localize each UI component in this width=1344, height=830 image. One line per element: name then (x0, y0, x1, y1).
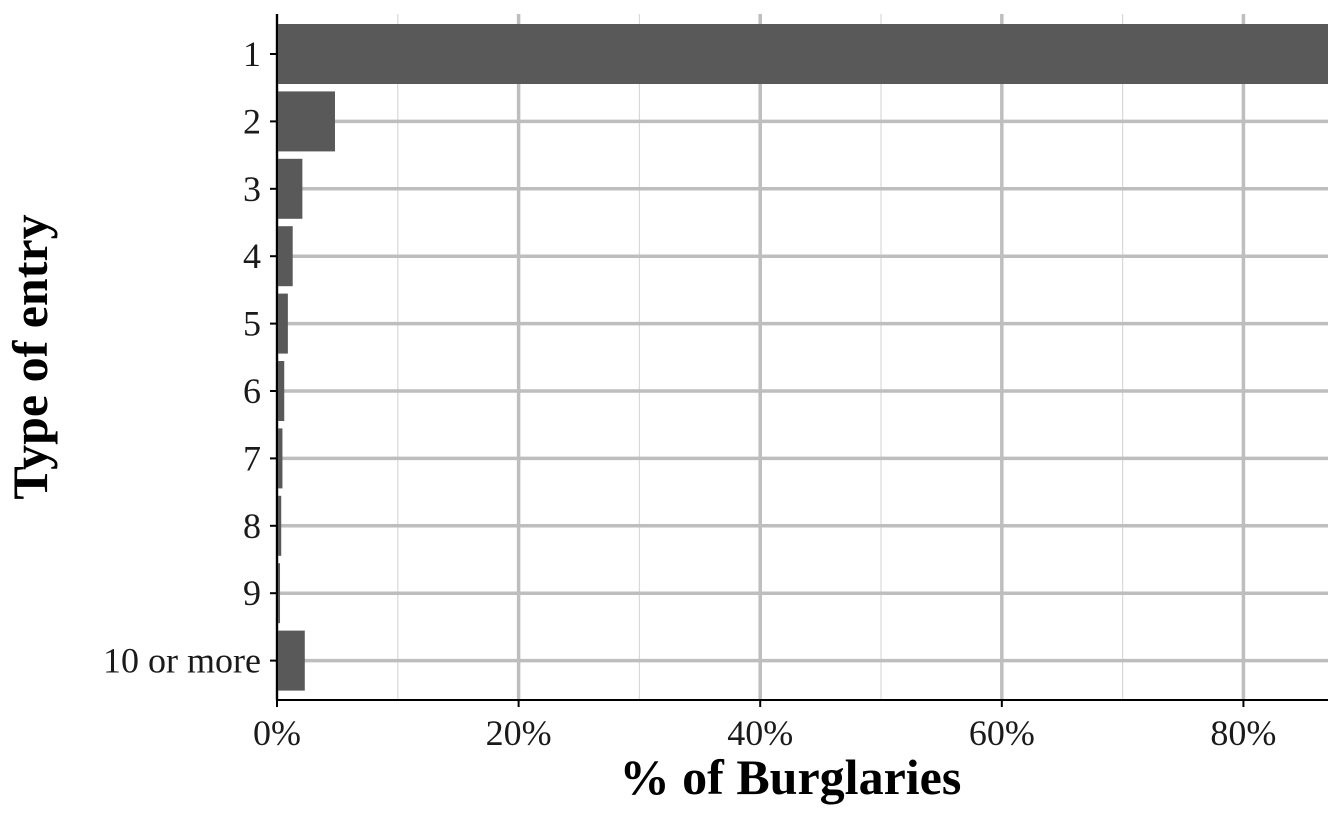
y-tick-label: 3 (243, 169, 261, 209)
y-axis-ticks: 1 2 3 4 5 6 7 8 9 10 or more (103, 34, 277, 681)
y-tick-label: 1 (243, 34, 261, 74)
y-tick-label: 6 (243, 371, 261, 411)
x-tick-label: 0% (253, 713, 301, 753)
y-tick-label: 5 (243, 304, 261, 344)
y-tick-label: 4 (243, 236, 261, 276)
major-gridlines (275, 14, 1328, 700)
y-axis-title: Type of entry (2, 214, 58, 499)
bar-6 (277, 361, 285, 421)
bar-2 (277, 91, 335, 152)
y-tick-label: 7 (243, 438, 261, 478)
x-axis-ticks: 0% 20% 40% 60% 80% (253, 700, 1276, 753)
x-tick-label: 60% (969, 713, 1035, 753)
bar-10-or-more (277, 630, 305, 691)
bar-8 (277, 495, 282, 556)
y-tick-label: 10 or more (103, 641, 261, 681)
bar-5 (277, 293, 288, 354)
bar-7 (277, 428, 283, 489)
x-axis-title: % of Burglaries (620, 749, 962, 805)
minor-gridlines (397, 14, 1124, 700)
x-tick-label: 80% (1210, 713, 1276, 753)
x-tick-label: 40% (727, 713, 793, 753)
bar-3 (277, 158, 303, 219)
y-tick-label: 2 (243, 101, 261, 141)
bar-9 (277, 563, 281, 624)
bar-1 (277, 24, 1328, 84)
bar-4 (277, 226, 293, 287)
bars (277, 24, 1328, 691)
y-tick-label: 8 (243, 506, 261, 546)
x-tick-label: 20% (486, 713, 552, 753)
y-tick-label: 9 (243, 573, 261, 613)
